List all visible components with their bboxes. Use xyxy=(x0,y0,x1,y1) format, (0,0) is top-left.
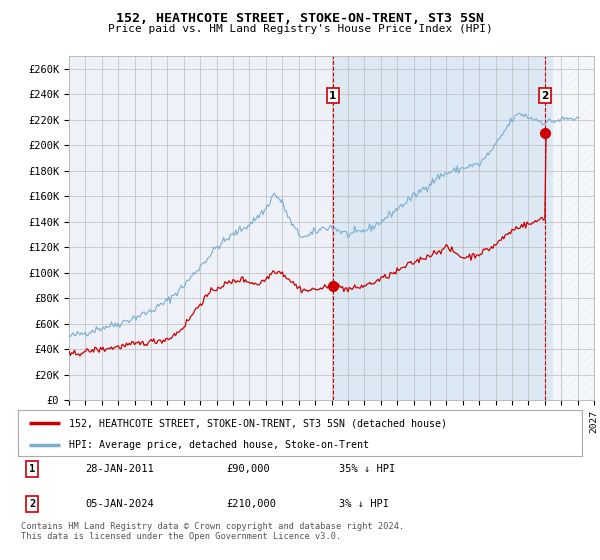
Text: 1: 1 xyxy=(29,464,35,474)
Text: 05-JAN-2024: 05-JAN-2024 xyxy=(86,499,154,509)
Text: 3% ↓ HPI: 3% ↓ HPI xyxy=(340,499,389,509)
Text: 35% ↓ HPI: 35% ↓ HPI xyxy=(340,464,396,474)
Line: HPI: Average price, detached house, Stoke-on-Trent: HPI: Average price, detached house, Stok… xyxy=(69,113,579,337)
HPI: Average price, detached house, Stoke-on-Trent: (2.03e+03, 2.2e+05): Average price, detached house, Stoke-on-… xyxy=(571,116,578,123)
Text: 2: 2 xyxy=(29,499,35,509)
Line: 152, HEATHCOTE STREET, STOKE-ON-TRENT, ST3 5SN (detached house): 152, HEATHCOTE STREET, STOKE-ON-TRENT, S… xyxy=(69,132,546,356)
152, HEATHCOTE STREET, STOKE-ON-TRENT, ST3 5SN (detached house) xyxy=(523,218,530,225)
Bar xyxy=(553,56,594,400)
Text: This data is licensed under the Open Government Licence v3.0.: This data is licensed under the Open Gov… xyxy=(21,532,341,541)
Text: 2: 2 xyxy=(541,91,549,101)
HPI: Average price, detached house, Stoke-on-Trent: (2.03e+03, 2.21e+05): Average price, detached house, Stoke-on-… xyxy=(575,115,583,122)
HPI: Average price, detached house, Stoke-on-Trent: (2e+03, 5.07e+04): Average price, detached house, Stoke-on-… xyxy=(65,332,73,339)
HPI: Average price, detached house, Stoke-on-Trent: (2.02e+03, 1.65e+05): Average price, detached house, Stoke-on-… xyxy=(421,186,428,193)
Text: £90,000: £90,000 xyxy=(227,464,271,474)
Bar xyxy=(333,56,594,400)
HPI: Average price, detached house, Stoke-on-Trent: (2e+03, 7.61e+04): Average price, detached house, Stoke-on-… xyxy=(167,300,174,307)
152, HEATHCOTE STREET, STOKE-ON-TRENT, ST3 5SN (detached house) xyxy=(542,128,550,135)
Text: 28-JAN-2011: 28-JAN-2011 xyxy=(86,464,154,474)
Text: Contains HM Land Registry data © Crown copyright and database right 2024.: Contains HM Land Registry data © Crown c… xyxy=(21,522,404,531)
Text: 152, HEATHCOTE STREET, STOKE-ON-TRENT, ST3 5SN: 152, HEATHCOTE STREET, STOKE-ON-TRENT, S… xyxy=(116,12,484,25)
Text: Price paid vs. HM Land Registry's House Price Index (HPI): Price paid vs. HM Land Registry's House … xyxy=(107,24,493,34)
152, HEATHCOTE STREET, STOKE-ON-TRENT, ST3 5SN (detached house) xyxy=(349,286,356,293)
HPI: Average price, detached house, Stoke-on-Trent: (2.02e+03, 2.25e+05): Average price, detached house, Stoke-on-… xyxy=(515,110,523,116)
Text: £210,000: £210,000 xyxy=(227,499,277,509)
152, HEATHCOTE STREET, STOKE-ON-TRENT, ST3 5SN (detached house) xyxy=(194,305,201,311)
152, HEATHCOTE STREET, STOKE-ON-TRENT, ST3 5SN (detached house) xyxy=(76,353,83,360)
Text: 152, HEATHCOTE STREET, STOKE-ON-TRENT, ST3 5SN (detached house): 152, HEATHCOTE STREET, STOKE-ON-TRENT, S… xyxy=(69,418,447,428)
HPI: Average price, detached house, Stoke-on-Trent: (2e+03, 7.5e+04): Average price, detached house, Stoke-on-… xyxy=(160,301,167,308)
152, HEATHCOTE STREET, STOKE-ON-TRENT, ST3 5SN (detached house) xyxy=(287,278,294,285)
HPI: Average price, detached house, Stoke-on-Trent: (2e+03, 8.75e+04): Average price, detached house, Stoke-on-… xyxy=(176,286,184,292)
HPI: Average price, detached house, Stoke-on-Trent: (2.01e+03, 1.28e+05): Average price, detached house, Stoke-on-… xyxy=(299,234,307,241)
152, HEATHCOTE STREET, STOKE-ON-TRENT, ST3 5SN (detached house) xyxy=(537,214,544,221)
152, HEATHCOTE STREET, STOKE-ON-TRENT, ST3 5SN (detached house) xyxy=(321,282,328,288)
Text: HPI: Average price, detached house, Stoke-on-Trent: HPI: Average price, detached house, Stok… xyxy=(69,440,369,450)
152, HEATHCOTE STREET, STOKE-ON-TRENT, ST3 5SN (detached house) xyxy=(65,348,73,354)
HPI: Average price, detached house, Stoke-on-Trent: (2e+03, 5e+04): Average price, detached house, Stoke-on-… xyxy=(67,333,74,340)
Text: 1: 1 xyxy=(329,91,337,101)
